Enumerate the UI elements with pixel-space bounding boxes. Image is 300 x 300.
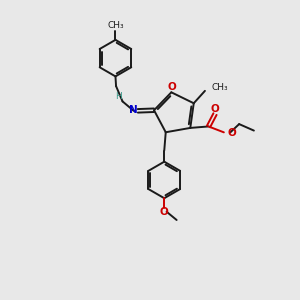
Text: CH₃: CH₃ <box>212 83 228 92</box>
Text: O: O <box>168 82 176 92</box>
Text: N: N <box>129 105 138 115</box>
Text: CH₃: CH₃ <box>107 21 124 30</box>
Text: O: O <box>228 128 236 138</box>
Text: O: O <box>211 104 219 114</box>
Text: H: H <box>116 92 122 100</box>
Text: O: O <box>160 207 169 217</box>
